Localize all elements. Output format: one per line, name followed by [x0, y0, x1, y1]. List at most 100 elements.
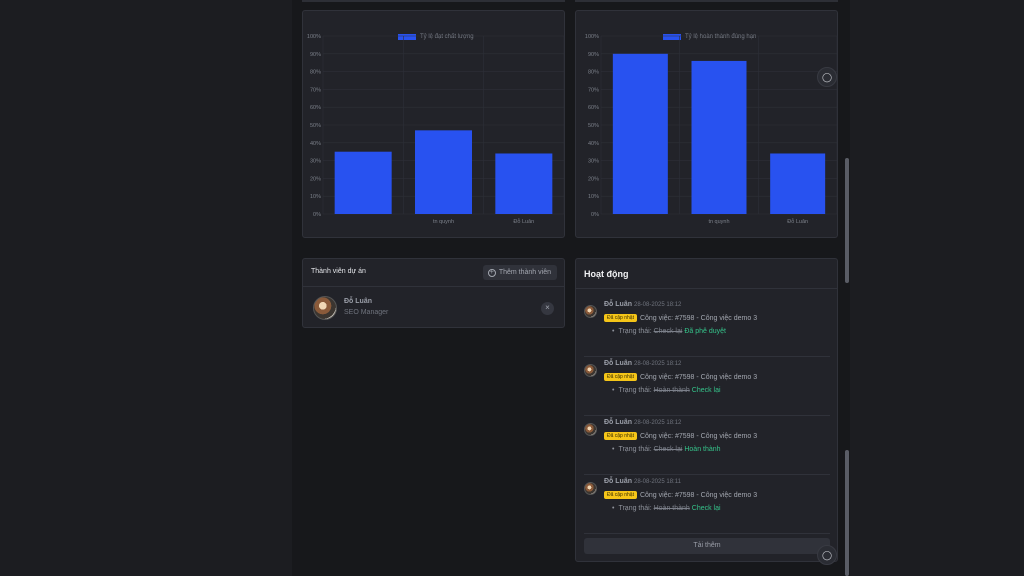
y-tick-label: 40%	[588, 141, 599, 147]
y-tick-label: 10%	[588, 194, 599, 200]
x-tick-label: Đỗ Luân	[787, 218, 808, 225]
right-gutter	[850, 0, 1024, 576]
add-member-button[interactable]: + Thêm thành viên	[482, 265, 557, 280]
activity-user: Đỗ Luân	[604, 478, 632, 485]
legend-swatch	[398, 34, 416, 40]
bar	[495, 153, 553, 214]
scrollbar-thumb[interactable]	[845, 158, 849, 283]
x-tick-label: tn quynh	[708, 219, 729, 225]
add-member-label: Thêm thành viên	[498, 269, 551, 276]
member-row: Đỗ Luân SEO Manager ×	[313, 296, 554, 322]
status-badge: Đã cập nhật	[604, 373, 637, 381]
activity-time: 28-08-2025 18:12	[634, 302, 682, 308]
chat-bubble-icon[interactable]: ◯	[817, 67, 837, 87]
activity-item: Đỗ Luân 28-08-2025 18:12 Đã cập nhật Công …	[584, 358, 830, 416]
quality-chart: 0% 10% 20% 30% 40% 50% 60% 70% 80% 90% 100% tn quyn…	[307, 34, 565, 225]
ontime-chart: 0% 10% 20% 30% 40% 50% 60% 70% 80% 90% 100% tn quyn…	[585, 34, 838, 225]
bar	[612, 53, 668, 214]
bar	[415, 130, 472, 214]
legend-label: Tỷ lệ đạt chất lượng	[420, 34, 474, 40]
status-badge: Đã cập nhật	[604, 491, 637, 499]
status-label: Trạng thái:	[618, 446, 652, 453]
new-status: Đã phê duyệt	[684, 328, 727, 335]
y-tick-label: 90%	[588, 52, 599, 58]
activity-card: Hoạt động Đỗ Luân 28-08-2025 18:12 Đã cập…	[575, 258, 838, 562]
activity-item: Đỗ Luân 28-08-2025 18:11 Đã cập nhật Công …	[584, 476, 830, 534]
scrollbar-thumb[interactable]	[845, 450, 849, 576]
y-tick-label: 100%	[307, 34, 321, 40]
legend-swatch	[663, 34, 681, 40]
y-tick-label: 10%	[310, 194, 321, 200]
activity-user: Đỗ Luân	[604, 301, 632, 308]
bar	[691, 60, 747, 214]
status-label: Trạng thái:	[618, 328, 652, 335]
member-name: Đỗ Luân	[344, 298, 372, 305]
y-tick-label: 70%	[588, 87, 599, 93]
activity-time: 28-08-2025 18:11	[634, 479, 681, 485]
activity-task: Công việc: #7598 - Công việc demo 3	[639, 373, 758, 381]
y-tick-label: 60%	[310, 105, 321, 111]
y-tick-label: 30%	[588, 159, 599, 165]
old-status: Check lại	[653, 446, 683, 453]
chat-bubble-icon[interactable]: ◯	[817, 545, 837, 565]
bar	[770, 153, 826, 214]
y-tick-label: 50%	[588, 123, 599, 129]
status-badge: Đã cập nhật	[604, 314, 637, 322]
bar	[334, 151, 392, 214]
old-status: Hoàn thành	[653, 505, 690, 512]
status-badge: Đã cập nhật	[604, 432, 637, 440]
y-tick-label: 40%	[310, 141, 321, 147]
y-tick-label: 100%	[585, 34, 599, 40]
y-tick-label: 60%	[588, 105, 599, 111]
y-tick-label: 20%	[310, 176, 321, 182]
status-label: Trạng thái:	[618, 387, 652, 394]
members-header: Thành viên dự án + Thêm thành viên	[303, 259, 564, 287]
x-tick-label: Đỗ Luân	[513, 218, 534, 225]
activity-task: Công việc: #7598 - Công việc demo 3	[639, 432, 758, 440]
activity-time: 28-08-2025 18:12	[634, 420, 682, 426]
member-role: SEO Manager	[344, 309, 389, 316]
divider	[576, 288, 837, 289]
activity-task: Công việc: #7598 - Công việc demo 3	[639, 491, 758, 499]
activity-item: Đỗ Luân 28-08-2025 18:12 Đã cập nhật Công …	[584, 299, 830, 357]
close-icon[interactable]: ×	[541, 302, 554, 315]
avatar	[584, 305, 597, 318]
quality-chart-card: Tỷ lệ đạt chất lượng 0% 10% 20% 30% 40% 50% 60…	[302, 10, 565, 238]
members-card: Thành viên dự án + Thêm thành viên Đỗ Lu…	[302, 258, 565, 328]
chart-legend[interactable]: Tỷ lệ hoàn thành đúng hạn	[663, 34, 756, 40]
y-tick-label: 20%	[588, 176, 599, 182]
avatar	[584, 364, 597, 377]
members-title: Thành viên dự án	[311, 268, 366, 275]
divider	[575, 0, 838, 2]
y-tick-label: 80%	[310, 70, 321, 76]
legend-label: Tỷ lệ hoàn thành đúng hạn	[685, 34, 757, 40]
activity-user: Đỗ Luân	[604, 360, 632, 367]
chart-legend[interactable]: Tỷ lệ đạt chất lượng	[398, 34, 474, 40]
y-tick-label: 90%	[310, 52, 321, 58]
y-tick-label: 0%	[313, 212, 321, 218]
avatar	[584, 423, 597, 436]
ontime-chart-card: Tỷ lệ hoàn thành đúng hạn 0% 10% 20% 30% 40%…	[575, 10, 838, 238]
new-status: Hoàn thành	[684, 446, 721, 453]
old-status: Hoàn thành	[653, 387, 690, 394]
status-label: Trạng thái:	[618, 505, 652, 512]
x-tick-label: tn quynh	[433, 219, 454, 225]
plus-circle-icon: +	[487, 268, 496, 277]
activity-title: Hoạt động	[584, 269, 629, 279]
activity-item: Đỗ Luân 28-08-2025 18:12 Đã cập nhật Công …	[584, 417, 830, 475]
activity-time: 28-08-2025 18:12	[634, 361, 682, 367]
y-tick-label: 0%	[591, 212, 599, 218]
old-status: Check lại	[653, 328, 683, 335]
activity-task: Công việc: #7598 - Công việc demo 3	[639, 314, 758, 322]
y-tick-label: 70%	[310, 87, 321, 93]
avatar	[584, 482, 597, 495]
new-status: Check lại	[691, 387, 721, 394]
y-tick-label: 30%	[310, 159, 321, 165]
load-more-button[interactable]: Tải thêm	[584, 538, 830, 554]
left-gutter	[0, 0, 292, 576]
divider	[302, 0, 565, 2]
avatar	[313, 296, 337, 320]
new-status: Check lại	[691, 505, 721, 512]
y-tick-label: 50%	[310, 123, 321, 129]
y-tick-label: 80%	[588, 70, 599, 76]
